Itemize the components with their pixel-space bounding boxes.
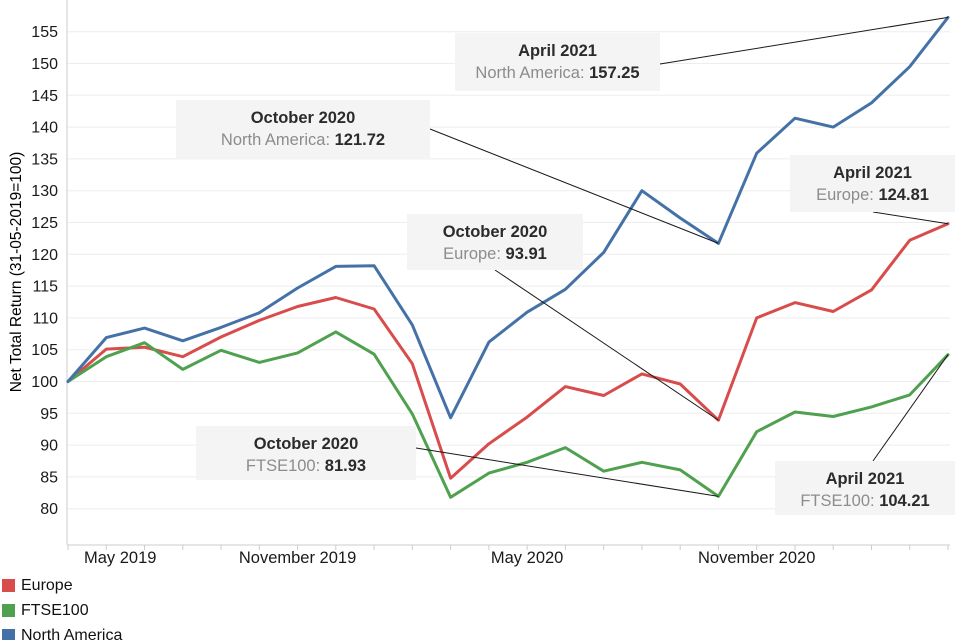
annotation-box [775,461,955,515]
y-tick-label-145: 145 [31,88,58,105]
annotation-connector [872,211,949,225]
annotation-connector [494,269,719,421]
legend-item-europe[interactable]: Europe [2,573,122,598]
x-axis-label: November 2020 [698,549,815,567]
legend-item-ftse100[interactable]: FTSE100 [2,598,122,623]
annotation-title: October 2020 [254,435,359,453]
y-tick-label-110: 110 [32,310,58,327]
y-tick-label-120: 120 [31,247,58,264]
y-tick-label-140: 140 [31,120,58,137]
annotation-title: April 2021 [826,470,905,488]
legend-label: Europe [21,576,73,594]
annotation-box [407,214,583,270]
annotation-connector [872,354,949,462]
annotation-value-line: North America: 157.25 [475,64,639,82]
y-tick-label-95: 95 [40,406,58,423]
y-tick-label-135: 135 [31,151,58,168]
y-tick-label-130: 130 [31,183,58,200]
x-axis-label: November 2019 [239,549,356,567]
y-axis-title: Net Total Return (31-05-2019=100) [8,151,25,393]
y-tick-label-85: 85 [40,469,58,486]
annotation-connector [659,16,949,65]
y-tick-label-155: 155 [31,24,58,41]
y-tick-label-115: 115 [32,279,58,296]
y-tick-label-105: 105 [31,342,58,359]
x-axis-label: May 2020 [491,549,563,567]
legend-swatch-icon [2,579,15,592]
legend-item-north-america[interactable]: North America [2,623,122,640]
series-line-europe [66,222,950,480]
annotation-value-line: FTSE100: 81.93 [246,457,366,475]
annotation-box [196,426,416,480]
y-tick-label-80: 80 [40,501,58,518]
legend-label: FTSE100 [21,601,89,619]
series-line-ftse100 [66,330,950,499]
annotation-title: April 2021 [833,164,912,182]
annotation-value-line: FTSE100: 104.21 [800,492,929,510]
annotation-box [455,33,660,91]
annotation-value-line: Europe: 93.91 [443,245,547,263]
annotation-title: April 2021 [518,42,597,60]
annotation-box [790,155,955,212]
annotation-title: October 2020 [251,109,356,127]
legend-swatch-icon [2,629,15,640]
annotation-connector [415,447,719,497]
y-tick-label-125: 125 [31,215,58,232]
x-axis-label: May 2019 [84,549,156,567]
chart-legend: Europe FTSE100 North America [2,573,122,640]
annotation-connector [429,128,719,244]
y-tick-label-150: 150 [31,56,58,73]
legend-label: North America [21,626,123,640]
annotation-value-line: North America: 121.72 [221,131,385,149]
annotation-value-line: Europe: 124.81 [816,186,929,204]
series-line-north-america [66,15,950,420]
annotation-box [176,100,430,158]
annotation-title: October 2020 [443,223,548,241]
y-tick-label-90: 90 [40,438,58,455]
y-tick-label-100: 100 [31,374,58,391]
legend-swatch-icon [2,604,15,617]
